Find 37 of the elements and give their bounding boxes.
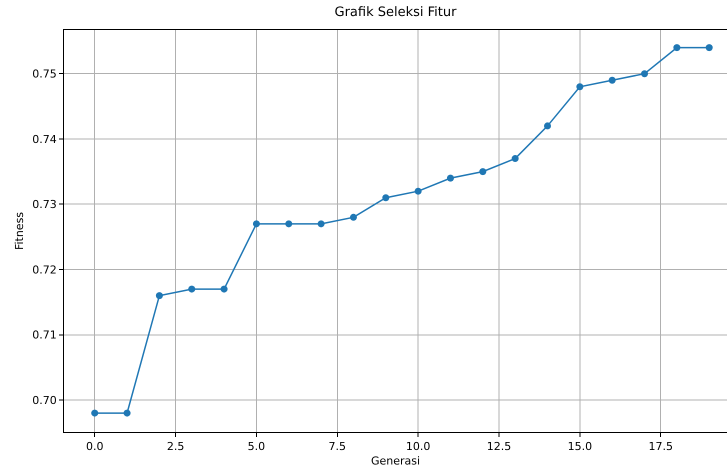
point	[446, 174, 454, 182]
point	[156, 292, 163, 300]
point	[252, 220, 260, 228]
y-tick-label: 0.72	[32, 263, 57, 276]
point	[91, 410, 98, 417]
x-tick-label: 0.0	[86, 440, 104, 454]
x-tick-label: 15.0	[568, 440, 592, 454]
x-tick-label: 2.5	[166, 440, 184, 454]
y-tick-label: 0.73	[32, 198, 57, 212]
point	[479, 168, 486, 176]
point	[414, 188, 422, 195]
point	[512, 155, 519, 162]
x-tick-label: 10.0	[406, 440, 430, 454]
y-tick-label: 0.71	[32, 328, 57, 342]
point	[673, 44, 680, 52]
point	[576, 83, 584, 90]
x-tick-label: 5.0	[248, 440, 266, 454]
y-axis-title: Fitness	[12, 212, 26, 250]
point	[544, 122, 551, 130]
point	[382, 194, 390, 202]
point	[188, 286, 196, 293]
x-tick-label: 12.5	[486, 440, 512, 454]
chart-title: Grafik Seleksi Fitur	[334, 5, 458, 20]
point	[706, 44, 713, 52]
x-axis-title: Generasi	[370, 454, 420, 468]
y-tick-label: 0.70	[32, 394, 57, 407]
point	[641, 70, 648, 78]
x-tick-label: 17.5	[648, 440, 673, 454]
x-tick-label: 7.5	[328, 440, 346, 454]
point	[608, 76, 616, 84]
point	[318, 220, 325, 228]
point	[124, 410, 131, 417]
point	[285, 220, 292, 228]
point	[220, 286, 228, 293]
y-tick-label: 0.74	[32, 132, 57, 146]
y-tick-label: 0.75	[32, 68, 57, 81]
point	[350, 214, 357, 221]
